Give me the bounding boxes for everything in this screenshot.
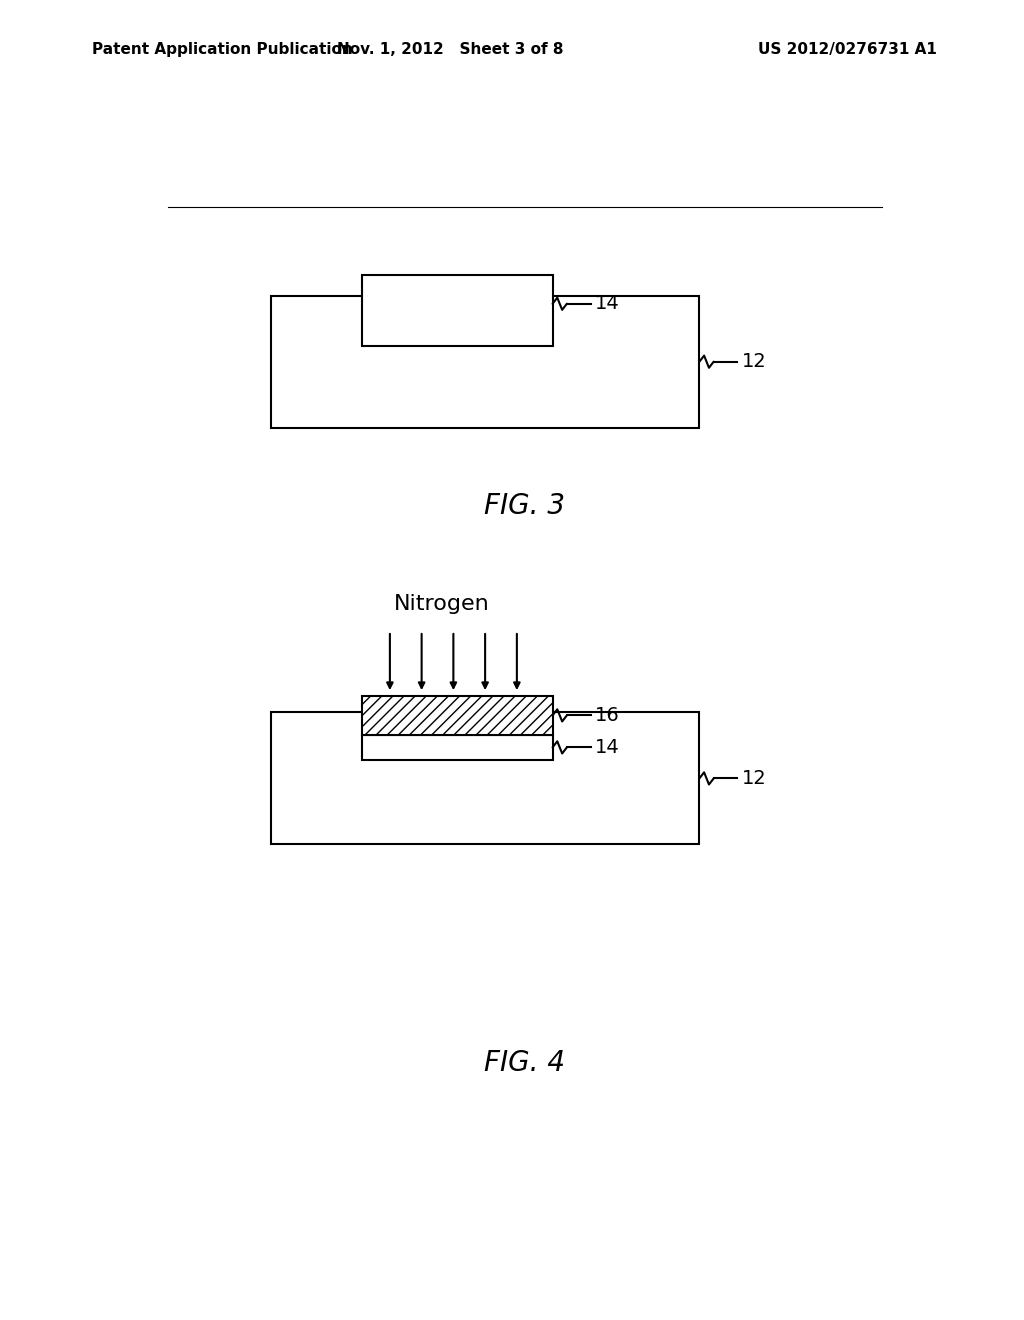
Text: 14: 14	[595, 294, 620, 313]
Text: Nov. 1, 2012   Sheet 3 of 8: Nov. 1, 2012 Sheet 3 of 8	[337, 42, 564, 57]
Text: US 2012/0276731 A1: US 2012/0276731 A1	[758, 42, 937, 57]
Text: Nitrogen: Nitrogen	[393, 594, 489, 614]
Text: 12: 12	[741, 770, 766, 788]
Bar	[362, 735, 553, 760]
Text: 16: 16	[595, 706, 620, 725]
Text: 14: 14	[595, 738, 620, 756]
Text: FIG. 4: FIG. 4	[484, 1049, 565, 1077]
Bar	[270, 296, 699, 428]
Text: 12: 12	[741, 352, 766, 371]
Bar	[362, 276, 553, 346]
Text: Patent Application Publication: Patent Application Publication	[92, 42, 353, 57]
Text: FIG. 3: FIG. 3	[484, 492, 565, 520]
Bar	[362, 696, 553, 735]
Bar	[270, 713, 699, 845]
